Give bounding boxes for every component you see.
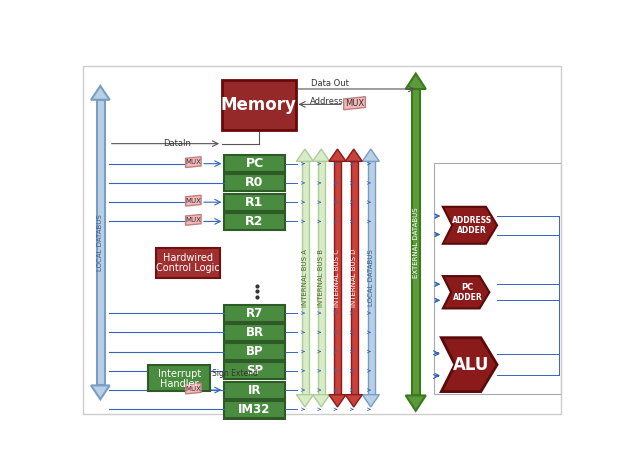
Text: R0: R0 xyxy=(245,177,264,189)
Text: BP: BP xyxy=(246,345,264,358)
Polygon shape xyxy=(313,395,330,407)
Polygon shape xyxy=(362,149,379,161)
Text: MUX: MUX xyxy=(186,198,201,203)
FancyBboxPatch shape xyxy=(225,420,285,437)
FancyBboxPatch shape xyxy=(225,439,285,456)
Polygon shape xyxy=(91,386,109,399)
FancyBboxPatch shape xyxy=(97,100,105,386)
Text: INTERNAL BUS A: INTERNAL BUS A xyxy=(302,249,308,307)
Text: MUX: MUX xyxy=(186,386,201,391)
FancyBboxPatch shape xyxy=(318,161,325,395)
FancyBboxPatch shape xyxy=(225,213,285,230)
Polygon shape xyxy=(443,276,489,308)
Text: Data Out: Data Out xyxy=(311,79,349,88)
Polygon shape xyxy=(186,195,201,206)
Text: INTERNAL BUS B: INTERNAL BUS B xyxy=(318,249,324,307)
Text: MUX: MUX xyxy=(186,159,201,165)
Text: LOCAL DATABUS: LOCAL DATABUS xyxy=(368,250,374,306)
Text: Handler: Handler xyxy=(160,379,199,389)
FancyBboxPatch shape xyxy=(156,248,220,278)
Text: SP: SP xyxy=(246,364,263,377)
Polygon shape xyxy=(186,383,201,394)
Text: PC: PC xyxy=(245,157,264,170)
Text: EXTERNAL DATABUS: EXTERNAL DATABUS xyxy=(413,207,419,278)
FancyBboxPatch shape xyxy=(225,194,285,211)
Text: DataIn: DataIn xyxy=(163,139,191,148)
Text: R7: R7 xyxy=(246,306,263,320)
Text: Control Logic: Control Logic xyxy=(156,263,220,273)
Text: ALU: ALU xyxy=(454,355,490,374)
Text: Hardwired: Hardwired xyxy=(163,253,213,263)
FancyBboxPatch shape xyxy=(302,161,309,395)
Polygon shape xyxy=(313,149,330,161)
Text: INTERNAL BUS C: INTERNAL BUS C xyxy=(335,249,340,307)
Text: ADDER: ADDER xyxy=(457,226,487,235)
Text: MUX: MUX xyxy=(186,217,201,223)
FancyBboxPatch shape xyxy=(225,304,285,321)
FancyBboxPatch shape xyxy=(225,381,285,398)
Text: ADDRESS: ADDRESS xyxy=(452,216,493,225)
FancyBboxPatch shape xyxy=(225,401,285,418)
FancyBboxPatch shape xyxy=(412,89,420,396)
Text: PSW: PSW xyxy=(240,441,270,454)
Polygon shape xyxy=(296,395,313,407)
FancyBboxPatch shape xyxy=(225,155,285,172)
Text: IR: IR xyxy=(248,384,261,396)
FancyBboxPatch shape xyxy=(225,343,285,360)
Polygon shape xyxy=(329,395,346,407)
FancyBboxPatch shape xyxy=(225,362,285,379)
FancyBboxPatch shape xyxy=(222,80,296,130)
Text: INTERNAL BUS D: INTERNAL BUS D xyxy=(351,249,357,307)
Polygon shape xyxy=(406,74,426,89)
Polygon shape xyxy=(345,149,362,161)
Text: Address: Address xyxy=(309,97,343,106)
Text: RNEG1: RNEG1 xyxy=(232,422,277,435)
Text: R1: R1 xyxy=(245,196,264,209)
Text: IM32: IM32 xyxy=(238,403,270,416)
Text: BR: BR xyxy=(245,326,264,339)
FancyBboxPatch shape xyxy=(225,175,285,191)
FancyBboxPatch shape xyxy=(225,324,285,341)
Polygon shape xyxy=(186,214,201,225)
Polygon shape xyxy=(296,149,313,161)
Text: Sign Extend: Sign Extend xyxy=(212,370,258,379)
FancyBboxPatch shape xyxy=(148,365,210,391)
Text: Memory: Memory xyxy=(221,96,297,114)
Polygon shape xyxy=(406,396,426,411)
Text: R2: R2 xyxy=(245,215,264,228)
Text: PC: PC xyxy=(462,283,474,292)
Text: MUX: MUX xyxy=(345,99,364,108)
FancyBboxPatch shape xyxy=(350,161,358,395)
Text: ADDER: ADDER xyxy=(453,293,482,302)
Text: Interrupt: Interrupt xyxy=(158,369,201,379)
FancyBboxPatch shape xyxy=(368,161,375,395)
Polygon shape xyxy=(91,86,109,100)
Polygon shape xyxy=(362,395,379,407)
Polygon shape xyxy=(443,207,497,244)
Polygon shape xyxy=(442,337,497,392)
Polygon shape xyxy=(343,97,365,110)
Polygon shape xyxy=(186,157,201,168)
Text: LOCAL DATABUS: LOCAL DATABUS xyxy=(97,214,103,271)
Polygon shape xyxy=(329,149,346,161)
FancyBboxPatch shape xyxy=(335,161,342,395)
Polygon shape xyxy=(345,395,362,407)
